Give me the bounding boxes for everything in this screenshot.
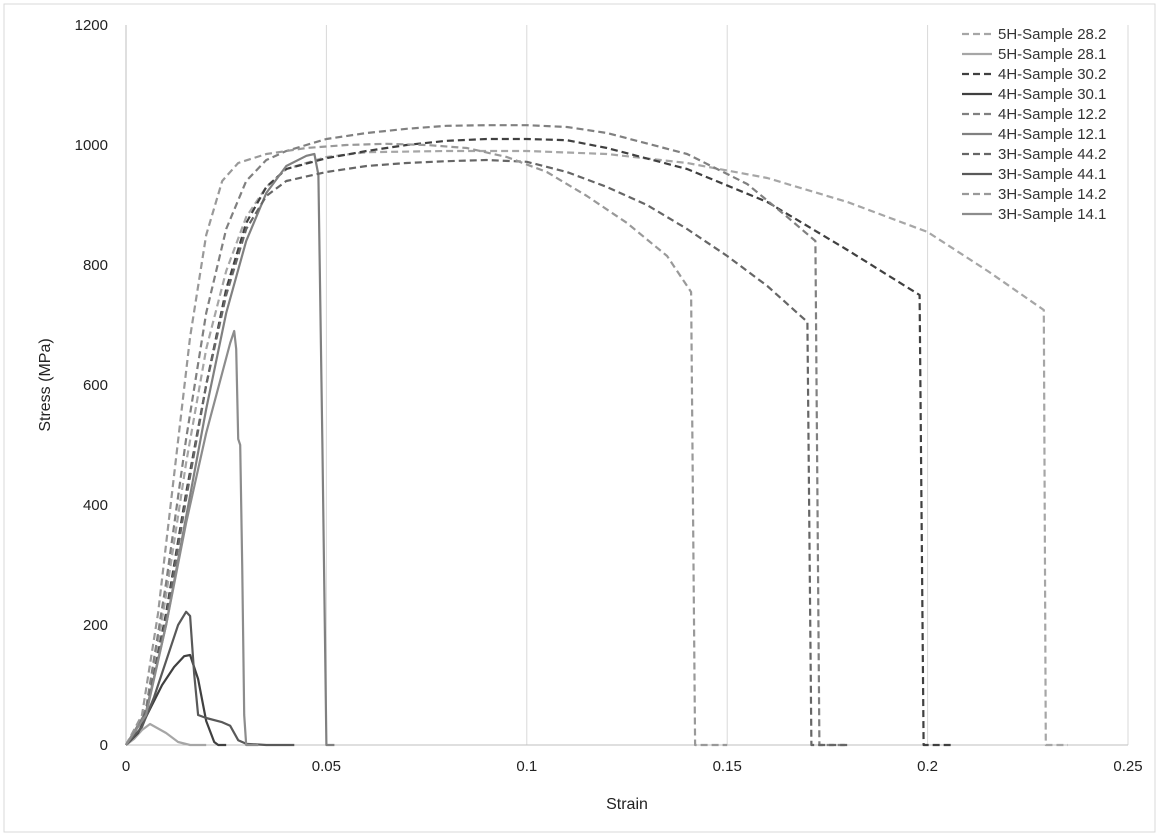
series-line-1 — [125, 149, 1068, 747]
y-tick-label: 400 — [83, 497, 108, 514]
legend-label-2: 5H-Sample 28.1 — [998, 46, 1106, 63]
legend-label-4: 4H-Sample 30.1 — [998, 86, 1106, 103]
x-tick-label: 0.25 — [1113, 758, 1142, 775]
tick-labels: 0 0.05 0.1 0.15 0.2 0.25 0 200 400 600 800 1000 1200 — [75, 17, 1143, 775]
legend: 5H-Sample 28.2 5H-Sample 28.1 4H-Sample 30… — [962, 26, 1106, 223]
y-tick-label: 600 — [83, 377, 108, 394]
series-line-10 — [125, 329, 259, 747]
legend-label-1: 5H-Sample 28.2 — [998, 26, 1106, 43]
series-line-2 — [125, 722, 207, 747]
y-tick-label: 1200 — [75, 17, 108, 34]
y-tick-label: 800 — [83, 257, 108, 274]
series-line-7 — [125, 158, 848, 747]
legend-label-5: 4H-Sample 12.2 — [998, 106, 1106, 123]
y-tick-label: 1000 — [75, 137, 108, 154]
x-tick-label: 0 — [122, 758, 130, 775]
y-axis-title: Stress (MPa) — [37, 338, 54, 431]
y-tick-label: 0 — [100, 737, 108, 754]
series-line-5 — [125, 124, 848, 747]
series-line-8 — [125, 610, 295, 747]
legend-label-8: 3H-Sample 44.1 — [998, 166, 1106, 183]
legend-label-9: 3H-Sample 14.2 — [998, 186, 1106, 203]
series-lines — [125, 124, 1068, 747]
series-line-9 — [125, 142, 728, 747]
legend-label-10: 3H-Sample 14.1 — [998, 206, 1106, 223]
x-axis-title: Strain — [606, 796, 648, 813]
legend-label-7: 3H-Sample 44.2 — [998, 146, 1106, 163]
x-tick-label: 0.05 — [312, 758, 341, 775]
x-tick-label: 0.2 — [917, 758, 938, 775]
y-tick-label: 200 — [83, 617, 108, 634]
legend-label-6: 4H-Sample 12.1 — [998, 126, 1106, 143]
x-tick-label: 0.1 — [516, 758, 537, 775]
x-tick-label: 0.15 — [713, 758, 742, 775]
legend-label-3: 4H-Sample 30.2 — [998, 66, 1106, 83]
grid-lines — [325, 25, 1129, 745]
